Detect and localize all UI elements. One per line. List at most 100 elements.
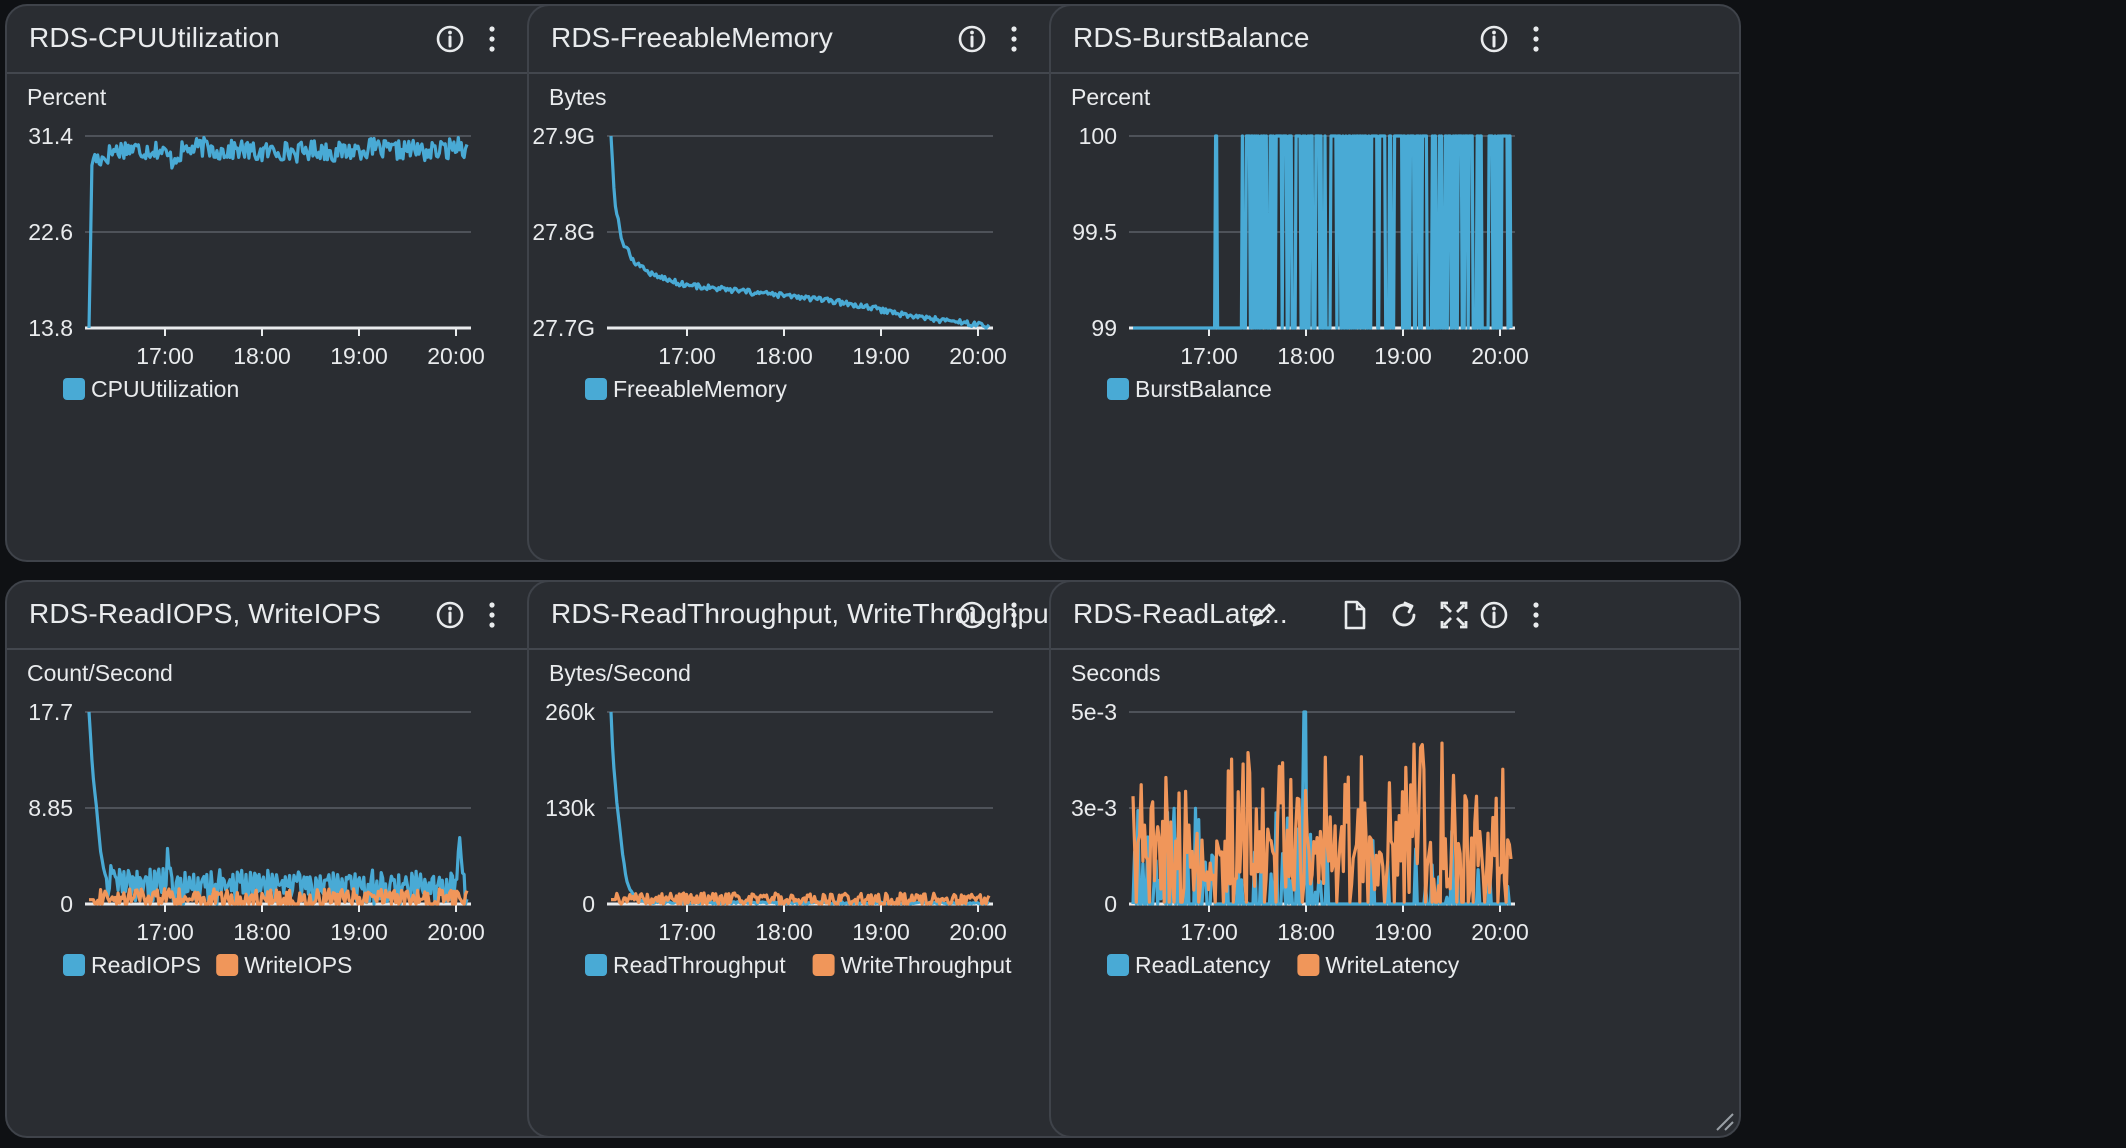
x-tick-label: 20:00 (1471, 919, 1529, 945)
chart: Bytes 27.9G 27.8G 27.7G 17:00 18:00 19:00 20:00… (529, 74, 1217, 560)
refresh-icon[interactable] (1387, 598, 1421, 632)
y-tick-label: 27.7G (532, 315, 595, 341)
chart-svg: Percent 100 99.5 99 17:00 18:00 19:00 20:00 Burs… (1071, 84, 1529, 402)
y-tick-label: 31.4 (28, 123, 73, 149)
widget-header: RDS-ReadLate... (1051, 582, 1739, 650)
more-menu-icon[interactable] (1519, 598, 1553, 632)
legend-label-WriteIOPS: WriteIOPS (244, 952, 352, 978)
y-tick-label: 0 (582, 891, 595, 917)
widget-header: RDS-BurstBalance (1051, 6, 1739, 74)
series-line-WriteLatency (1131, 741, 1513, 904)
legend-label-ReadIOPS: ReadIOPS (91, 952, 201, 978)
fullscreen-icon[interactable] (1437, 598, 1471, 632)
x-tick-label: 19:00 (330, 919, 388, 945)
x-tick-label: 17:00 (658, 343, 716, 369)
legend-swatch-FreeableMemory (585, 378, 607, 400)
x-tick-label: 18:00 (233, 919, 291, 945)
y-axis-label: Seconds (1071, 660, 1161, 686)
document-icon[interactable] (1337, 598, 1371, 632)
x-tick-label: 18:00 (755, 343, 813, 369)
y-tick-label: 27.9G (532, 123, 595, 149)
y-axis-label: Count/Second (27, 660, 173, 686)
y-axis-label: Percent (27, 84, 107, 110)
x-tick-label: 17:00 (1180, 343, 1238, 369)
info-icon[interactable] (433, 598, 467, 632)
series-line-FreeableMemory (609, 135, 991, 330)
widget-title: RDS-CPUUtilization (29, 22, 280, 53)
x-tick-label: 18:00 (755, 919, 813, 945)
y-tick-label: 130k (545, 795, 595, 821)
series-line-WriteThroughput (610, 891, 991, 906)
y-tick-label: 99.5 (1072, 219, 1117, 245)
info-icon[interactable] (1477, 22, 1511, 56)
legend-swatch-CPUUtilization (63, 378, 85, 400)
more-menu-icon[interactable] (997, 22, 1031, 56)
x-tick-label: 17:00 (658, 919, 716, 945)
y-tick-label: 13.8 (28, 315, 73, 341)
more-menu-icon[interactable] (1519, 22, 1553, 56)
y-tick-label: 100 (1079, 123, 1117, 149)
y-axis-label: Bytes (549, 84, 607, 110)
widget-header: RDS-ReadThroughput, WriteThroughput (529, 582, 1217, 650)
x-tick-label: 19:00 (1374, 919, 1432, 945)
y-tick-label: 0 (1104, 891, 1117, 917)
legend-swatch-ReadLatency (1107, 954, 1129, 976)
y-tick-label: 99 (1091, 315, 1117, 341)
chart: Percent 100 99.5 99 17:00 18:00 19:00 20:00 Burs… (1051, 74, 1739, 560)
legend-label-FreeableMemory: FreeableMemory (613, 376, 787, 402)
chart-svg: Count/Second 17.7 8.85 0 17:00 18:00 19:00 20:0… (27, 660, 485, 978)
x-tick-label: 20:00 (949, 343, 1007, 369)
widget-title: RDS-ReadIOPS, WriteIOPS (29, 598, 381, 629)
chart-svg: Bytes/Second 260k 130k 0 17:00 18:00 19:00 20:0… (545, 660, 1012, 978)
widget-header: RDS-FreeableMemory (529, 6, 1217, 74)
more-menu-icon[interactable] (475, 22, 509, 56)
info-icon[interactable] (955, 22, 989, 56)
widget-header: RDS-ReadIOPS, WriteIOPS (7, 582, 695, 650)
x-tick-label: 17:00 (136, 343, 194, 369)
x-tick-label: 17:00 (136, 919, 194, 945)
legend-swatch-ReadThroughput (585, 954, 607, 976)
legend-swatch-WriteLatency (1297, 954, 1320, 976)
info-icon[interactable] (955, 598, 989, 632)
y-tick-label: 22.6 (28, 219, 73, 245)
chart: Seconds 5e-3 3e-3 0 17:00 18:00 19:00 20:00 Read… (1051, 650, 1739, 1136)
chart: Bytes/Second 260k 130k 0 17:00 18:00 19:00 20:0… (529, 650, 1217, 1136)
x-tick-label: 20:00 (1471, 343, 1529, 369)
resize-grip-icon[interactable] (1709, 1106, 1735, 1132)
legend-swatch-WriteThroughput (812, 954, 835, 976)
x-tick-label: 19:00 (852, 919, 910, 945)
y-axis-label: Bytes/Second (549, 660, 691, 686)
more-menu-icon[interactable] (997, 598, 1031, 632)
widget-title: RDS-FreeableMemory (551, 22, 833, 53)
chart-svg: Seconds 5e-3 3e-3 0 17:00 18:00 19:00 20:00 Read… (1071, 660, 1529, 978)
y-tick-label: 0 (60, 891, 73, 917)
x-tick-label: 18:00 (233, 343, 291, 369)
legend-swatch-BurstBalance (1107, 378, 1129, 400)
x-tick-label: 19:00 (330, 343, 388, 369)
y-tick-label: 260k (545, 699, 595, 725)
chart: Count/Second 17.7 8.85 0 17:00 18:00 19:00 20:0… (7, 650, 695, 1136)
y-tick-label: 8.85 (28, 795, 73, 821)
x-tick-label: 18:00 (1277, 919, 1335, 945)
info-icon[interactable] (1477, 598, 1511, 632)
x-tick-label: 19:00 (1374, 343, 1432, 369)
y-tick-label: 17.7 (28, 699, 73, 725)
widget-read-write-latency: RDS-ReadLate... Seconds 5e-3 3e-3 0 17:00 18:… (1049, 580, 1741, 1138)
y-tick-label: 27.8G (532, 219, 595, 245)
y-axis-label: Percent (1071, 84, 1151, 110)
x-tick-label: 19:00 (852, 343, 910, 369)
series-line-WriteIOPS (88, 887, 469, 906)
more-menu-icon[interactable] (475, 598, 509, 632)
y-tick-label: 5e-3 (1071, 699, 1117, 725)
info-icon[interactable] (433, 22, 467, 56)
legend-swatch-ReadIOPS (63, 954, 85, 976)
legend-label-ReadThroughput: ReadThroughput (613, 952, 786, 978)
edit-icon[interactable] (1247, 598, 1281, 632)
x-tick-label: 20:00 (949, 919, 1007, 945)
series-line-CPUUtilization (87, 135, 469, 329)
x-tick-label: 17:00 (1180, 919, 1238, 945)
widget-header: RDS-CPUUtilization (7, 6, 695, 74)
legend-label-ReadLatency: ReadLatency (1135, 952, 1271, 978)
legend-swatch-WriteIOPS (216, 954, 239, 976)
